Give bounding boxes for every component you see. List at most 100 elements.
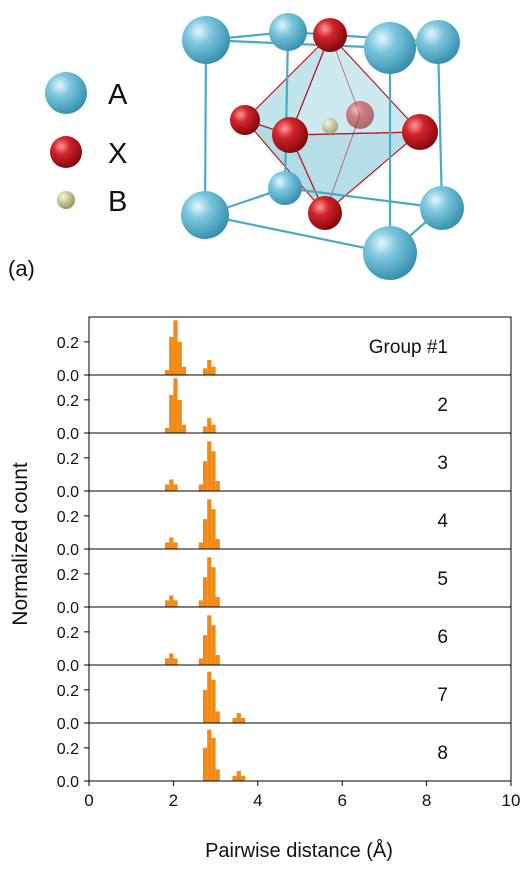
panel-group-label: 6 <box>437 627 448 648</box>
a-atom <box>269 13 307 51</box>
histogram-bar <box>211 737 216 781</box>
histogram-bar <box>198 658 203 665</box>
y-tick-label: 0.0 <box>57 542 79 559</box>
histogram-bar <box>211 451 216 491</box>
y-tick-label: 0.2 <box>57 741 79 758</box>
octahedron-face <box>289 131 422 214</box>
a-atom <box>364 22 416 74</box>
histogram-bar <box>169 595 174 607</box>
panel-group-label: 3 <box>437 453 448 474</box>
a-atom <box>363 226 417 280</box>
x-atom <box>230 105 260 135</box>
histogram-panel: 0.0 0.2 2 <box>57 374 512 443</box>
y-tick-label: 0.0 <box>57 774 79 791</box>
panel-group-label: 4 <box>437 511 448 532</box>
a-atom <box>420 186 464 230</box>
histogram-bar <box>211 679 216 723</box>
legend-item-b: B <box>57 186 127 218</box>
legend-label-x: X <box>108 138 127 170</box>
panel-label-a: (a) <box>8 256 35 281</box>
histogram-bar <box>181 424 187 433</box>
x-tick-label: 10 <box>502 791 521 810</box>
x-atom <box>402 114 438 150</box>
histogram-bar <box>202 577 208 607</box>
histogram-bar <box>207 499 212 549</box>
y-tick-label: 0.0 <box>57 484 79 501</box>
histogram-bar <box>236 771 241 781</box>
histogram-bar <box>202 635 208 665</box>
histogram-panels: 0.00.2 Group #10.00.2 20.00.2 30.00.2 40.00.… <box>57 316 512 791</box>
x-tick-label: 4 <box>253 791 262 810</box>
x-tick-label: 2 <box>169 791 178 810</box>
histogram-bar <box>207 557 212 607</box>
histogram-bar <box>198 484 203 491</box>
x-axis-label: Pairwise distance (Å) <box>205 839 393 862</box>
histogram-bar <box>211 366 216 375</box>
histogram-bar <box>240 776 246 781</box>
panel-group-label: 8 <box>437 743 448 764</box>
a-atom <box>268 171 302 205</box>
histogram-bar <box>202 426 208 433</box>
histogram-bar <box>215 711 220 723</box>
histogram-panel: 0.0 0.2 Group #1 <box>57 316 512 385</box>
histogram-bar <box>164 428 170 433</box>
histogram-bar <box>173 484 178 491</box>
histogram-bar <box>207 441 212 491</box>
histogram-bar <box>181 366 187 375</box>
legend-label-b: B <box>108 186 127 218</box>
panel-group-label: 7 <box>437 685 448 706</box>
legend-label-a: A <box>108 79 128 111</box>
histogram-bar <box>169 537 174 549</box>
pairwise-distance-histogram: Normalized count Pairwise distance (Å) 0… <box>9 316 521 862</box>
histogram-bar <box>215 481 220 491</box>
y-tick-label: 0.0 <box>57 368 79 385</box>
histogram-bar <box>169 336 174 375</box>
y-tick-label: 0.2 <box>57 335 79 352</box>
y-tick-label: 0.2 <box>57 509 79 526</box>
y-tick-label: 0.0 <box>57 426 79 443</box>
histogram-bar <box>207 671 212 723</box>
histogram-bar <box>207 615 212 665</box>
legend-item-a: A <box>45 72 128 114</box>
y-tick-label: 0.2 <box>57 567 79 584</box>
histogram-bar <box>202 519 208 549</box>
histogram-bar <box>164 370 170 375</box>
crystal-structure-figure: A X B (a) <box>8 13 464 281</box>
histogram-bar <box>240 718 246 723</box>
structure-legend: A X B <box>45 72 128 218</box>
histogram-bar <box>164 542 170 549</box>
x-tick-label: 8 <box>422 791 431 810</box>
x-tick-label: 0 <box>84 791 93 810</box>
y-tick-label: 0.2 <box>57 683 79 700</box>
histogram-bar <box>177 341 182 375</box>
x-tick-label: 6 <box>337 791 346 810</box>
y-axis-label: Normalized count <box>9 462 32 626</box>
histogram-bar <box>232 718 237 723</box>
histogram-bar <box>173 600 178 607</box>
histogram-bar <box>202 368 208 375</box>
unit-cell <box>181 13 464 280</box>
x-atom <box>346 101 374 129</box>
y-tick-label: 0.2 <box>57 451 79 468</box>
histogram-bar <box>164 600 170 607</box>
b-atom <box>322 118 338 134</box>
histogram-bar <box>211 424 216 433</box>
a-site-atom-icon <box>45 72 87 114</box>
histogram-bar <box>215 597 220 607</box>
histogram-bar <box>169 394 174 433</box>
histogram-bar <box>202 747 208 781</box>
histogram-panel: 0.0 0.2 4 <box>57 490 512 559</box>
x-atom <box>308 196 342 230</box>
histogram-bar <box>164 484 170 491</box>
y-tick-label: 0.2 <box>57 393 79 410</box>
y-tick-label: 0.0 <box>57 716 79 733</box>
histogram-bar <box>215 655 220 665</box>
histogram-bar <box>211 509 216 549</box>
histogram-bar <box>173 658 178 665</box>
histogram-bar <box>169 479 174 491</box>
histogram-bar <box>207 418 212 433</box>
panel-group-label: 2 <box>437 395 448 416</box>
y-tick-label: 0.0 <box>57 658 79 675</box>
histogram-bar <box>173 320 178 375</box>
legend-item-x: X <box>50 136 127 170</box>
